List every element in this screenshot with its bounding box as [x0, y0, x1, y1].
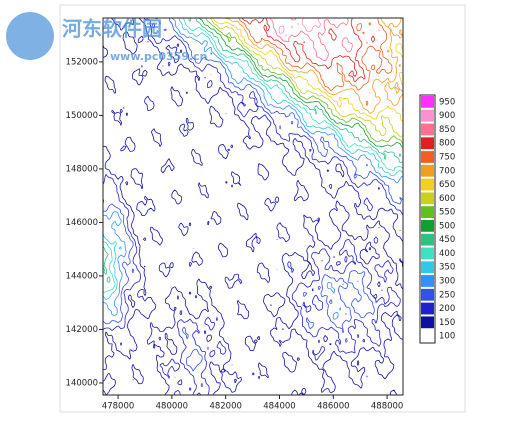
legend-label: 650	[439, 180, 455, 190]
contour-line	[103, 18, 403, 388]
plot-frame	[102, 17, 404, 396]
legend-swatch	[421, 164, 434, 177]
legend-label: 550	[439, 208, 455, 218]
legend-label: 850	[439, 125, 455, 135]
figure-frame	[59, 4, 466, 413]
legend-label: 700	[439, 166, 455, 176]
y-tick-label: 144000	[66, 271, 98, 281]
legend-label: 500	[439, 221, 455, 231]
legend-swatch	[421, 123, 434, 136]
legend-swatch	[421, 302, 434, 315]
watermark: 河东软件园	[62, 17, 162, 41]
legend-swatch	[421, 206, 434, 218]
y-tick-label: 140000	[66, 378, 98, 388]
legend-label: 800	[439, 139, 455, 149]
x-tick-label: 486000	[317, 402, 349, 412]
contour-line	[209, 18, 403, 137]
legend-label: 400	[439, 249, 455, 259]
legend-label: 350	[439, 263, 455, 273]
contour-line	[103, 18, 403, 283]
legend-swatch	[421, 261, 434, 274]
legend-label: 950	[439, 97, 455, 107]
legend-swatch	[421, 330, 434, 342]
contour-line	[212, 18, 403, 123]
y-tick-label: 142000	[66, 325, 98, 335]
legend-label: 900	[439, 111, 455, 121]
legend-box	[419, 94, 436, 344]
watermark-logo	[6, 12, 54, 60]
legend-label: 750	[439, 153, 455, 163]
x-tick-label: 480000	[156, 402, 188, 412]
legend-swatch	[421, 233, 434, 246]
contour-line	[238, 18, 393, 106]
legend-swatch	[421, 96, 434, 108]
y-tick-label: 148000	[66, 164, 98, 174]
legend-swatch	[421, 109, 434, 122]
legend-swatch	[421, 151, 434, 163]
x-tick-label: 488000	[371, 402, 403, 412]
contour-line	[103, 23, 403, 395]
contour-line	[103, 18, 403, 320]
legend-label: 450	[439, 235, 455, 245]
contour-line	[241, 18, 380, 83]
x-tick-label: 484000	[263, 402, 295, 412]
legend-swatch	[421, 316, 434, 329]
watermark: www.pc0359.cn	[110, 50, 208, 63]
x-tick-label: 482000	[209, 402, 241, 412]
contour-area	[103, 18, 403, 395]
contour-line	[103, 18, 403, 300]
legend-swatch	[421, 247, 434, 260]
legend-swatch	[421, 275, 434, 287]
x-tick-label: 478000	[102, 402, 134, 412]
legend-swatch	[421, 288, 434, 301]
contour-line	[269, 18, 353, 62]
legend-label: 200	[439, 304, 455, 314]
legend-label: 600	[439, 194, 455, 204]
contour-line	[278, 18, 323, 52]
contour-line	[103, 18, 403, 293]
contour-line	[205, 18, 403, 145]
legend-label: 300	[439, 277, 455, 287]
contour-line	[103, 18, 403, 395]
legend-label: 250	[439, 290, 455, 300]
legend-swatch	[421, 137, 434, 150]
legend-swatch	[421, 192, 434, 205]
legend-swatch	[421, 220, 434, 232]
legend-label: 150	[439, 318, 455, 328]
y-tick-label: 150000	[66, 111, 98, 121]
contour-line	[216, 18, 403, 114]
y-tick-label: 152000	[66, 57, 98, 67]
legend-label: 100	[439, 332, 455, 342]
y-tick-label: 146000	[66, 218, 98, 228]
legend-swatch	[421, 178, 434, 191]
